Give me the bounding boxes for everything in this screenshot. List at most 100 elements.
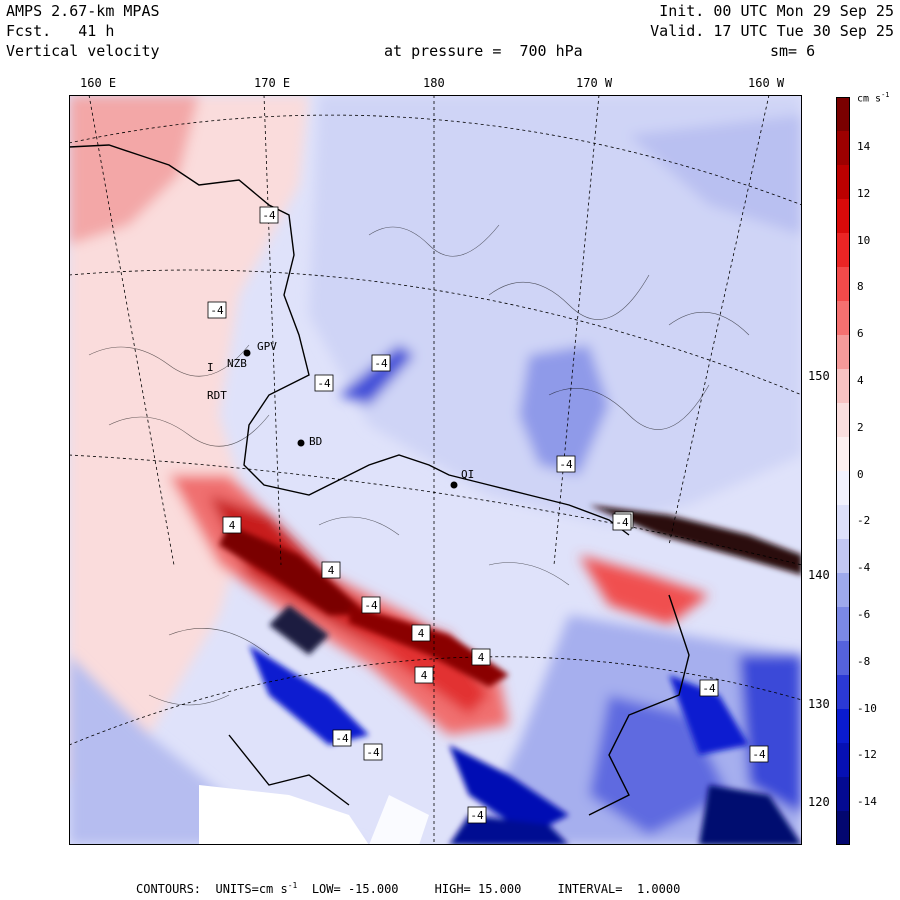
lat-label-130w: 130 W [808,697,845,711]
station-label-rdt: RDT [207,389,227,402]
init-time: Init. 00 UTC Mon 29 Sep 25 [659,2,894,20]
colorbar [836,97,850,845]
colorbar-swatch [836,437,850,472]
model-title: AMPS 2.67-km MPAS [6,2,160,20]
smoothing-label: sm= 6 [770,42,816,60]
colorbar-tick-label: -14 [857,795,877,809]
lat-label-120w: 120 W [808,795,845,809]
colorbar-swatch [836,539,850,574]
colorbar-tick-label: -10 [857,701,877,715]
contour-info: CONTOURS: UNITS=cm s-1 LOW= -15.000 HIGH… [136,881,681,896]
colorbar-tick-label: 12 [857,186,871,200]
station-label-nzb: NZB [227,357,247,370]
contour-value-labels: -4 -4 -4 -4 -4 -4 [207,206,769,824]
colorbar-swatch [836,743,850,778]
colorbar-swatch [836,607,850,642]
colorbar-tick-label: 10 [857,233,871,247]
graticule [69,95,802,845]
colorbar-swatch [836,471,850,506]
contour-label: -4 [332,729,352,747]
colorbar-swatch [836,403,850,438]
contour-label: 4 [411,624,431,642]
valid-time: Valid. 17 UTC Tue 30 Sep 25 [650,22,894,40]
svg-text:4: 4 [478,651,485,664]
colorbar-tick-label: 6 [857,327,864,341]
station-label-bd: BD [309,435,322,448]
coastline [69,144,690,816]
colorbar-swatch [836,233,850,268]
colorbar-tick-label: -4 [857,561,871,575]
lon-label-180: 180 [423,76,445,90]
svg-text:4: 4 [421,669,428,682]
svg-text:-4: -4 [752,748,766,761]
colorbar-tick-label: -8 [857,654,871,668]
colorbar-swatch [836,267,850,302]
forecast-hour: Fcst. 41 h [6,22,115,40]
contour-label: -4 [363,743,383,761]
svg-text:-4: -4 [702,682,716,695]
lon-label-170e: 170 E [254,76,291,90]
contour-label: -4 [467,806,487,824]
colorbar-swatch [836,97,850,132]
station-markers [243,349,458,489]
colorbar-swatch [836,199,850,234]
colorbar-tick-label: 2 [857,420,864,434]
svg-text:-4: -4 [364,599,378,612]
colorbar-swatch [836,131,850,166]
station-label-i: I [207,361,214,374]
colorbar-swatch [836,335,850,370]
colorbar-swatch [836,709,850,744]
svg-text:-4: -4 [470,809,484,822]
contour-label: -4 [612,513,632,531]
contour-lines [88,224,750,706]
svg-text:-4: -4 [210,304,224,317]
colorbar-swatch [836,777,850,812]
map-frame [69,95,802,845]
svg-text:4: 4 [328,564,335,577]
contour-label: -4 [371,354,391,372]
colorbar-tick-label: 0 [857,467,864,481]
colorbar-unit: cm s-1 [857,91,890,105]
pressure-level: at pressure = 700 hPa [384,42,583,60]
svg-text:4: 4 [418,627,425,640]
colorbar-tick-label: 8 [857,280,864,294]
masked-terrain [199,785,429,845]
station-label-gpv: GPV [257,340,277,353]
colorbar-tick-label: -12 [857,748,877,762]
contour-label: 4 [414,666,434,684]
colorbar-tick-label: -2 [857,514,871,528]
contour-label: 4 [321,561,341,579]
svg-text:-4: -4 [335,732,349,745]
colorbar-swatch [836,505,850,540]
station-label-qi: QI [461,468,474,481]
contour-label: -4 [259,206,279,224]
svg-text:-4: -4 [374,357,388,370]
contour-label: 4 [471,648,491,666]
strong-downdraft-bands [249,645,802,845]
contour-label: -4 [699,679,719,697]
contour-label: -4 [314,374,334,392]
colorbar-swatch [836,165,850,200]
strong-updraft-bands [219,505,802,687]
lon-label-170w: 170 W [576,76,613,90]
colorbar-tick-label: -6 [857,608,871,621]
lat-label-150w: 150 W [808,369,845,383]
contour-label: -4 [361,596,381,614]
svg-text:-4: -4 [262,209,276,222]
svg-text:-4: -4 [366,746,380,759]
contour-label: -4 [207,301,227,319]
colorbar-tick-label: 14 [857,140,871,153]
vertical-velocity-map: GPV NZB RDT I BD QI -4 -4 -4 -4 [69,95,802,845]
contour-label: -4 [556,455,576,473]
contour-label: -4 [749,745,769,763]
svg-text:-4: -4 [559,458,573,471]
colorbar-swatch [836,301,850,336]
lat-label-140w: 140 W [808,568,845,582]
colorbar-tick-label: 4 [857,374,864,387]
colorbar-swatch [836,369,850,404]
lon-label-160w: 160 W [748,76,785,90]
colorbar-swatch [836,811,850,845]
colorbar-swatch [836,675,850,710]
colorbar-swatch [836,641,850,676]
lon-label-160e: 160 E [80,76,117,90]
